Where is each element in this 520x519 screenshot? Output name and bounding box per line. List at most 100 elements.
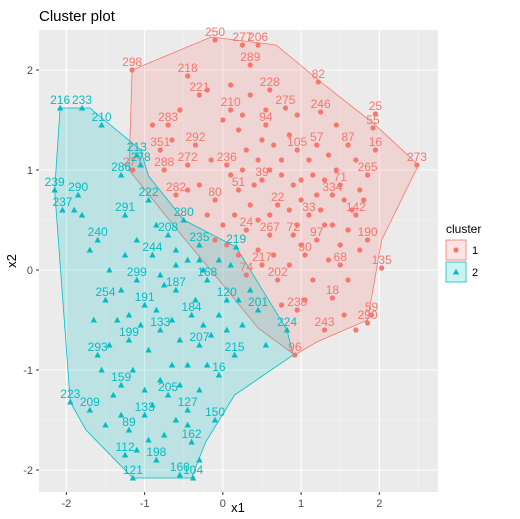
cluster-2-point [117,286,125,293]
cluster-2-point [254,306,262,313]
cluster-2-point [211,416,219,423]
point-label: 198 [146,445,166,459]
cluster-2-point [223,296,230,303]
cluster-1-point [263,107,269,113]
cluster-1-point [259,177,265,183]
cluster-1-point [337,242,343,248]
cluster-2-point [184,421,191,428]
cluster-1-point [212,237,218,243]
point-label: 246 [311,97,331,111]
point-label: 298 [122,55,142,69]
cluster-2-point [117,381,125,388]
cluster-1-point [157,147,163,153]
cluster-2-point [200,266,207,273]
cluster-1-point [341,312,347,318]
point-label: 222 [139,185,159,199]
cluster-1-point [278,157,285,163]
point-label: 215 [225,340,245,354]
cluster-1-point [239,42,246,48]
cluster-1-point [341,197,347,203]
cluster-1-point [239,167,246,173]
cluster-1-point [282,105,289,111]
cluster-2-point [59,206,66,213]
cluster-1-point [173,192,179,198]
cluster-1-point [286,207,292,213]
cluster-2-hull [54,107,294,479]
cluster-2-point [157,271,164,278]
cluster-1-point [372,111,379,117]
y-axis-label: x2 [4,254,19,268]
cluster-2-point [184,361,191,368]
cluster-1-point [364,237,371,243]
cluster-1-point [208,157,214,163]
cluster-2-point [176,336,184,343]
cluster-1-point [255,42,261,48]
cluster-1-point [278,302,285,308]
cluster-1-point [294,222,300,228]
cluster-2-point [137,161,144,168]
point-label: 278 [131,150,151,164]
cluster-1-point [315,79,321,85]
cluster-1-point [212,197,218,203]
point-label: 22 [271,190,285,204]
point-label: 239 [45,175,65,189]
legend-marker-1 [453,247,459,253]
point-label: 127 [178,395,198,409]
cluster-1-point [364,172,371,178]
cluster-1-point [204,212,210,218]
point-label: 237 [52,195,72,209]
cluster-1-point [294,307,300,313]
cluster-2-point [149,251,156,258]
point-label: 160 [170,460,190,474]
cluster-1-point [353,212,359,218]
point-label: 299 [127,265,147,279]
cluster-2-point [283,326,291,333]
cluster-1-point [129,67,135,73]
cluster-2-point [129,366,137,373]
cluster-2-point [157,326,164,333]
cluster-2-point [196,386,203,393]
point-label: 16 [212,360,226,374]
cluster-2-point [153,221,160,228]
cluster-2-point [86,246,94,253]
cluster-1-point [267,212,273,218]
cluster-2-point [200,321,207,328]
cluster-2-point [137,321,144,328]
cluster-1-point [361,197,367,203]
x-tick-label: 2 [376,498,382,510]
cluster-2-point [160,281,168,288]
cluster-1-point [314,237,320,243]
cluster-1-point [220,117,226,123]
cluster-1-point [318,109,324,115]
cluster-1-point [329,222,335,228]
cluster-2-point [94,351,101,358]
point-label: 244 [142,240,162,254]
point-label: 74 [240,260,254,274]
cluster-2-point [145,196,152,203]
cluster-1-point [333,167,339,173]
cluster-2-point [141,411,148,418]
cluster-2-point [141,386,148,393]
point-label: 39 [255,165,269,179]
cluster-1-point [255,157,261,163]
legend-label-1: 1 [472,245,478,257]
point-label: 292 [185,130,205,144]
cluster-1-point [255,247,261,253]
cluster-2-point [94,236,101,243]
point-label: 233 [72,93,92,107]
point-label: 334 [322,180,342,194]
point-label: 96 [288,340,302,354]
point-label: 208 [158,220,178,234]
cluster-2-point [232,243,240,250]
point-label: 190 [358,225,378,239]
cluster-2-point [133,276,140,283]
cluster-1-point [212,37,218,43]
cluster-2-point [125,336,133,343]
cluster-1-point [271,252,277,258]
point-label: 289 [240,50,260,64]
cluster-1-point [329,192,335,198]
point-label: 142 [346,200,366,214]
cluster-1-point [298,242,304,248]
cluster-2-point [231,351,238,358]
cluster-1-point [368,312,375,318]
